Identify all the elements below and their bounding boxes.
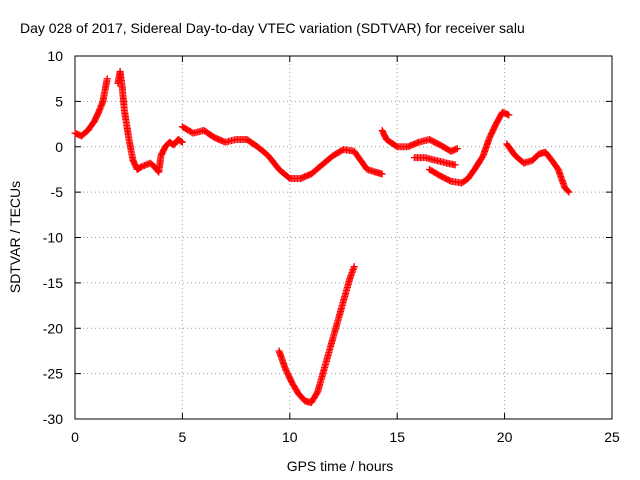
x-tick-label: 25	[604, 429, 620, 445]
series-arc8	[503, 140, 573, 196]
x-tick-label: 0	[71, 429, 79, 445]
axis-ticks: 0 5 10 15 20 25 -30 -25 -20 -15 -10 -5 0 5 10	[43, 48, 620, 445]
y-tick-label: 0	[55, 139, 63, 155]
y-tick-label: -25	[43, 366, 63, 382]
y-tick-label: -15	[43, 275, 63, 291]
y-tick-label: 10	[47, 48, 63, 64]
series-arc3	[178, 123, 386, 183]
data-point	[378, 170, 386, 178]
y-tick-label: -5	[51, 184, 64, 200]
data-point	[505, 111, 513, 119]
x-tick-label: 10	[282, 429, 298, 445]
series-arc6	[410, 154, 459, 169]
y-axis-label: SDTVAR / TECUs	[7, 181, 23, 293]
series-arc7	[425, 108, 513, 187]
y-tick-label: -20	[43, 320, 63, 336]
y-tick-label: 5	[55, 93, 63, 109]
data-point	[178, 138, 186, 146]
x-tick-label: 5	[179, 429, 187, 445]
series-arc4	[275, 263, 358, 407]
series-arc2	[114, 67, 186, 176]
chart-title: Day 028 of 2017, Sidereal Day-to-day VTE…	[20, 20, 525, 36]
y-tick-label: -10	[43, 230, 63, 246]
x-tick-label: 15	[389, 429, 405, 445]
data-point	[350, 263, 358, 271]
data-marks	[71, 67, 573, 407]
grid	[75, 56, 612, 419]
data-point	[451, 161, 459, 169]
data-point	[565, 188, 573, 196]
data-point	[177, 138, 185, 146]
series-arc5	[378, 126, 461, 155]
y-tick-label: -30	[43, 411, 63, 427]
data-point	[103, 75, 111, 83]
x-tick-label: 20	[497, 429, 513, 445]
series-arc1	[71, 75, 111, 140]
x-axis-label: GPS time / hours	[287, 458, 394, 474]
data-point	[564, 187, 572, 195]
data-point	[453, 145, 461, 153]
